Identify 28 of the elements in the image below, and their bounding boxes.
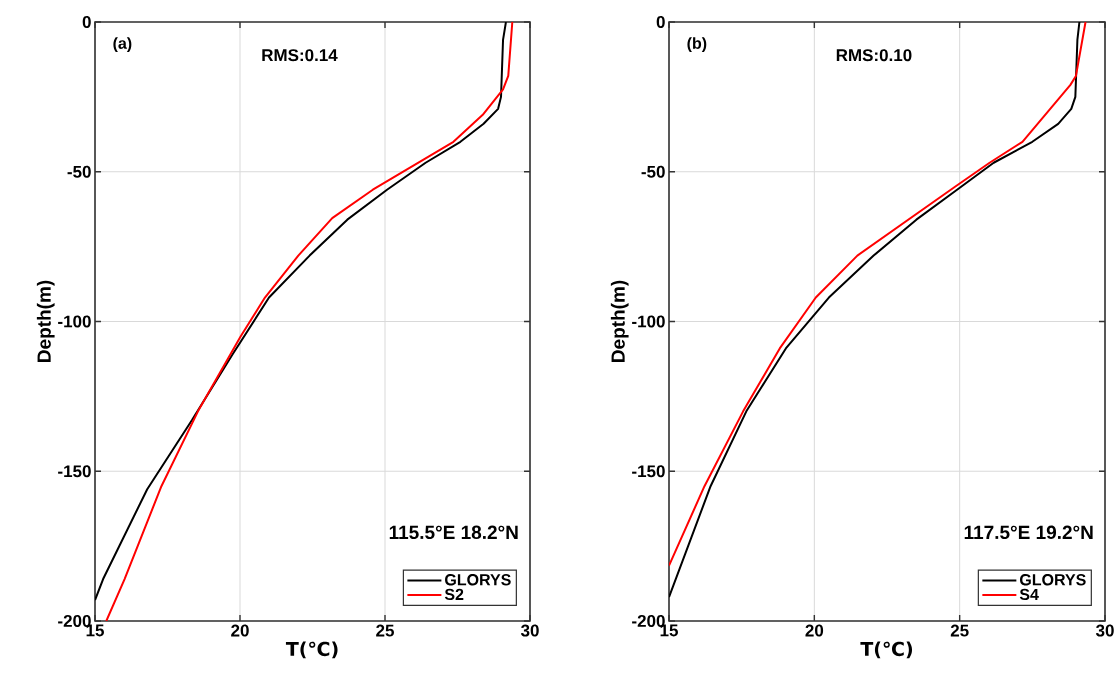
legend-label: GLORYS: [1020, 574, 1086, 586]
x-tick-label: 30: [1095, 624, 1114, 637]
legend-label: GLORYS: [445, 574, 511, 586]
y-tick-label: -50: [67, 165, 91, 178]
y-tick-label: -100: [58, 315, 91, 328]
x-tick-label: 30: [520, 624, 539, 637]
y-tick-label: 0: [656, 15, 665, 29]
annotation: 117.5°E 19.2°N: [964, 525, 1093, 540]
y-axis-title: Depth(m): [36, 280, 55, 362]
x-tick-label: 25: [950, 624, 969, 637]
x-axis-title: T(℃): [860, 641, 913, 659]
y-tick-label: 0: [82, 15, 91, 29]
x-tick-label: 20: [231, 624, 249, 637]
annotation: RMS:0.10: [836, 49, 912, 62]
y-axis-title: Depth(m): [610, 280, 629, 362]
annotation: (b): [687, 37, 707, 53]
annotation: 115.5°E 18.2°N: [389, 525, 518, 540]
y-tick-label: -100: [632, 315, 665, 328]
x-tick-label: 20: [805, 624, 824, 637]
y-tick-label: -50: [641, 165, 665, 178]
legend-label: S2: [444, 588, 464, 601]
annotation: RMS:0.14: [262, 49, 338, 62]
annotation: (a): [113, 37, 132, 53]
y-tick-label: -150: [58, 465, 91, 478]
x-tick-label: 25: [376, 624, 394, 637]
legend-label: S4: [1019, 588, 1039, 601]
x-axis-title: T(℃): [285, 641, 338, 659]
y-tick-label: -150: [632, 465, 665, 478]
